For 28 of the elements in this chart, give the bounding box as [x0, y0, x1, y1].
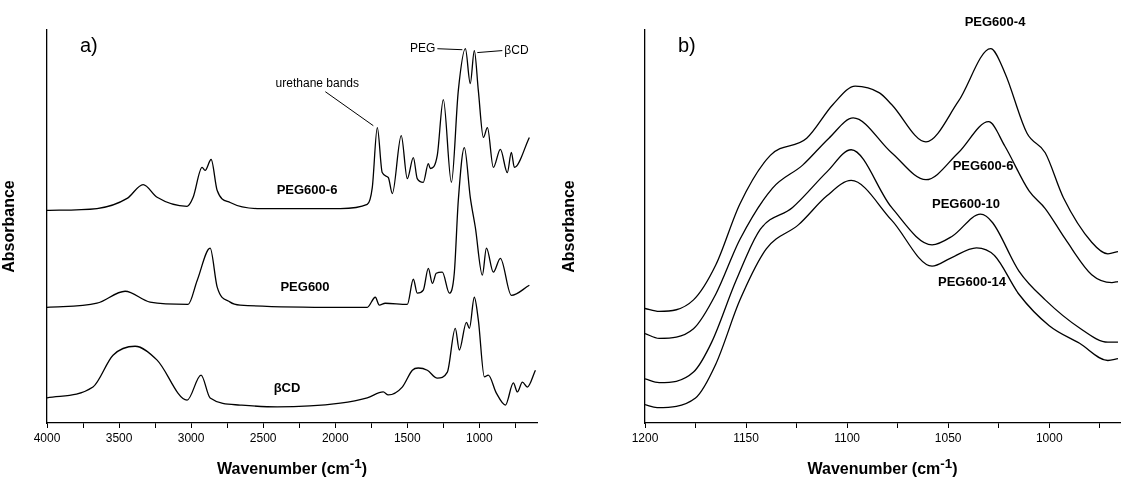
x-tick-label: 1500 — [393, 430, 421, 445]
series-label: PEG600-14 — [938, 273, 1007, 289]
annotation: a) — [80, 33, 98, 56]
x-tick-label: 2000 — [321, 430, 349, 445]
x-tick-label: 1100 — [834, 430, 861, 445]
series-label: PEG600-6 — [276, 181, 338, 197]
annotation: PEG — [410, 41, 436, 56]
x-axis-title: Wavenumber (cm$^{-1}$) — [806, 456, 959, 479]
series-label: PEG600-10 — [932, 195, 1000, 211]
x-tick-label: 4000 — [33, 430, 61, 445]
annotation: b) — [678, 33, 696, 56]
x-tick-label: 1200 — [631, 430, 659, 445]
x-tick-label: 1050 — [934, 430, 962, 445]
y-axis-title: Absorbance — [560, 180, 578, 273]
x-tick-label: 3000 — [177, 430, 205, 445]
x-tick-label: 1000 — [466, 430, 494, 445]
x-tick-label: 1150 — [733, 430, 760, 445]
x-tick-label: 3500 — [105, 430, 133, 445]
annotation: βCD — [504, 42, 529, 57]
series-label: PEG600-6 — [952, 157, 1014, 173]
y-axis-title: Absorbance — [0, 180, 18, 273]
text: PEG600-4 — [964, 13, 1027, 29]
annotation: urethane bands — [275, 76, 360, 90]
x-tick-label: 2500 — [249, 430, 277, 445]
series-label: βCD — [273, 379, 301, 395]
x-tick-label: 1000 — [1035, 430, 1063, 445]
series-label: PEG600 — [280, 278, 330, 294]
x-axis-title: Wavenumber (cm$^{-1}$) — [216, 456, 368, 479]
